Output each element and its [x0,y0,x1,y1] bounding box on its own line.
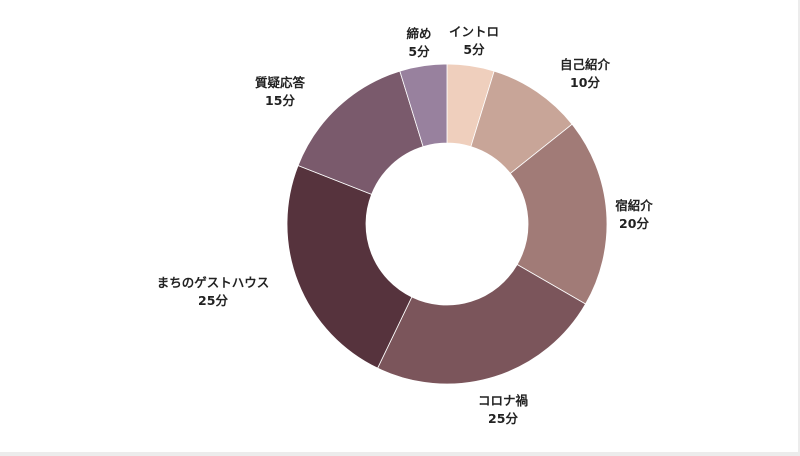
data-label-name: 宿紹介 [615,198,653,213]
data-label-value: 25分 [198,293,228,308]
data-label-slice-5: まちのゲストハウス 25分 [157,275,270,308]
data-label-slice-3: 宿紹介 20分 [615,198,653,231]
donut-slice-4 [377,263,587,385]
data-label-value: 20分 [619,216,649,231]
data-label-name: コロナ禍 [478,393,528,408]
donut-slice-3 [509,123,608,305]
data-label-name: 自己紹介 [560,57,611,72]
data-label-slice-4: コロナ禍 25分 [478,393,528,426]
data-label-value: 5分 [408,44,430,59]
slices-group [286,63,608,385]
data-label-name: まちのゲストハウス [157,275,270,290]
donut-slice-7 [399,63,448,148]
data-label-value: 10分 [570,75,600,90]
data-label-slice-2: 自己紹介 10分 [560,57,611,90]
data-label-name: 締め [406,26,431,41]
data-label-slice-7: 締め 5分 [406,26,431,59]
data-label-name: 質疑応答 [255,75,306,90]
donut-slice-5 [286,165,413,369]
data-label-value: 5分 [463,42,485,57]
data-label-name: イントロ [449,24,499,39]
data-label-value: 25分 [488,411,518,426]
data-label-value: 15分 [265,93,295,108]
data-label-slice-6: 質疑応答 15分 [255,75,306,108]
data-label-slice-1: イントロ 5分 [449,24,499,57]
